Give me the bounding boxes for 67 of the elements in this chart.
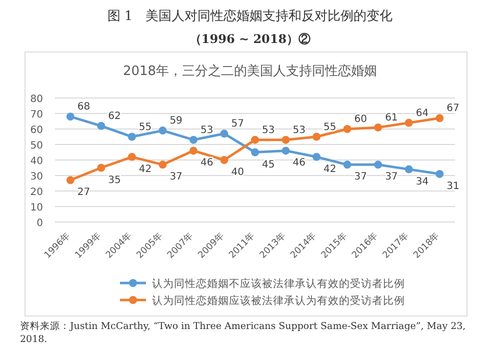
data-label: 53 xyxy=(262,124,275,136)
point xyxy=(220,130,228,138)
data-label: 55 xyxy=(324,122,336,133)
point xyxy=(158,126,167,135)
data-label: 42 xyxy=(138,164,152,175)
data-label: 64 xyxy=(416,108,429,119)
y-tick-label: 40 xyxy=(30,156,43,167)
point xyxy=(128,152,136,161)
data-label: 34 xyxy=(416,176,429,188)
data-label: 55 xyxy=(138,122,152,133)
data-label: 46 xyxy=(292,158,306,169)
text: 2018年，三分之二的美国人支持同性恋婚姻 xyxy=(122,63,378,79)
data-label: 27 xyxy=(77,187,90,198)
data-label: 57 xyxy=(231,118,244,130)
point xyxy=(343,160,352,169)
point xyxy=(436,170,444,178)
chart-subtitle: （1996 ~ 2018）② xyxy=(189,32,311,46)
y-tick-label: 10 xyxy=(30,202,43,214)
legend-label: 认为同性恋婚姻不应该被法律承认有效的受访者比例 xyxy=(152,277,405,290)
y-tick-label: 60 xyxy=(30,125,43,136)
point xyxy=(374,123,382,132)
point xyxy=(436,114,444,122)
point xyxy=(404,118,413,127)
y-tick-label: 70 xyxy=(30,110,43,120)
chart-title: 图 1 美国人对同性恋婚姻支持和反对比例的变化 xyxy=(107,8,393,24)
point xyxy=(282,136,290,144)
legend-label: 认为同性恋婚姻应该被法律承认为有效的受访者比例 xyxy=(152,294,405,307)
y-tick-label: 80 xyxy=(30,94,43,105)
data-label: 62 xyxy=(108,110,121,122)
point xyxy=(343,125,352,133)
point xyxy=(282,146,290,155)
data-label: 46 xyxy=(200,158,214,169)
y-tick-label: 20 xyxy=(30,187,43,198)
data-label: 61 xyxy=(385,112,398,124)
data-label: 31 xyxy=(446,180,460,192)
point xyxy=(158,160,167,169)
point xyxy=(189,136,198,144)
y-tick-label: 50 xyxy=(30,140,43,152)
data-label: 37 xyxy=(385,172,398,183)
point xyxy=(251,136,259,144)
y-tick-label: 0 xyxy=(36,218,43,229)
point xyxy=(97,164,106,172)
point xyxy=(312,132,321,141)
point xyxy=(374,160,382,169)
point xyxy=(128,132,136,141)
point xyxy=(251,148,259,156)
data-label: 59 xyxy=(170,116,182,127)
point xyxy=(220,156,228,164)
point xyxy=(189,146,198,155)
text: 资料来源：Justin McCarthy, “Two in Three Americans Support Same-Sex Marriage”, May 23, 2018. xyxy=(20,320,467,346)
data-label: 60 xyxy=(354,114,368,125)
data-label: 53 xyxy=(200,124,214,136)
point xyxy=(66,176,74,184)
point xyxy=(97,122,106,130)
data-label: 67 xyxy=(446,103,460,114)
data-label: 35 xyxy=(108,174,121,186)
data-label: 37 xyxy=(354,172,368,183)
data-label: 68 xyxy=(77,102,90,113)
data-label: 40 xyxy=(231,167,244,178)
data-label: 37 xyxy=(170,172,182,183)
point xyxy=(66,112,74,121)
data-label: 42 xyxy=(324,164,336,175)
point xyxy=(312,152,321,161)
point xyxy=(404,165,413,174)
y-tick-label: 30 xyxy=(30,172,43,182)
data-label: 45 xyxy=(262,159,275,170)
data-label: 53 xyxy=(292,124,306,136)
